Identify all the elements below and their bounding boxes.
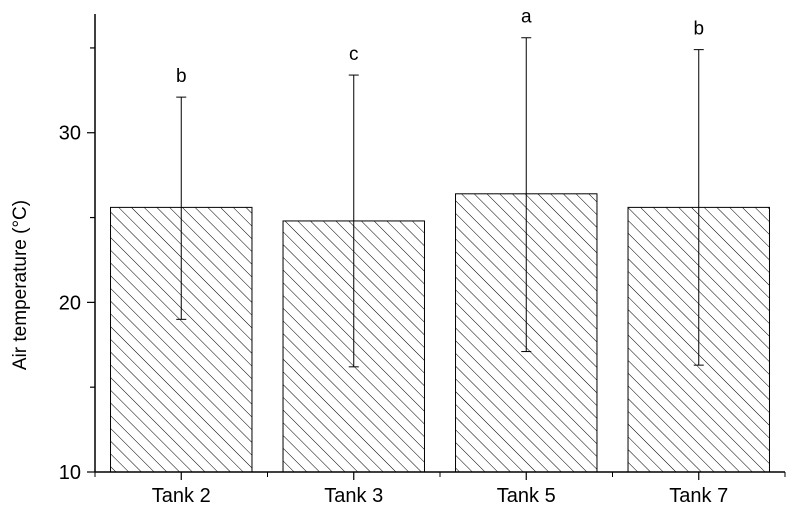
significance-letter: b <box>176 66 187 87</box>
y-tick-label: 30 <box>59 123 81 145</box>
significance-letter: a <box>521 7 532 28</box>
x-tick-label: Tank 7 <box>669 485 728 507</box>
y-axis-title: Air temperature (°C) <box>10 200 31 370</box>
significance-letter: c <box>349 44 359 65</box>
plot-area: b c a b 10 20 30 Tank 2 Tank 3 Tank 5 Tank 7 <box>59 7 786 507</box>
x-tick-label: Tank 3 <box>324 485 383 507</box>
significance-letter: b <box>693 19 704 40</box>
y-tick-label: 20 <box>59 292 81 314</box>
x-tick-label: Tank 2 <box>152 485 211 507</box>
y-tick-label: 10 <box>59 462 81 484</box>
x-tick-label: Tank 5 <box>497 485 556 507</box>
